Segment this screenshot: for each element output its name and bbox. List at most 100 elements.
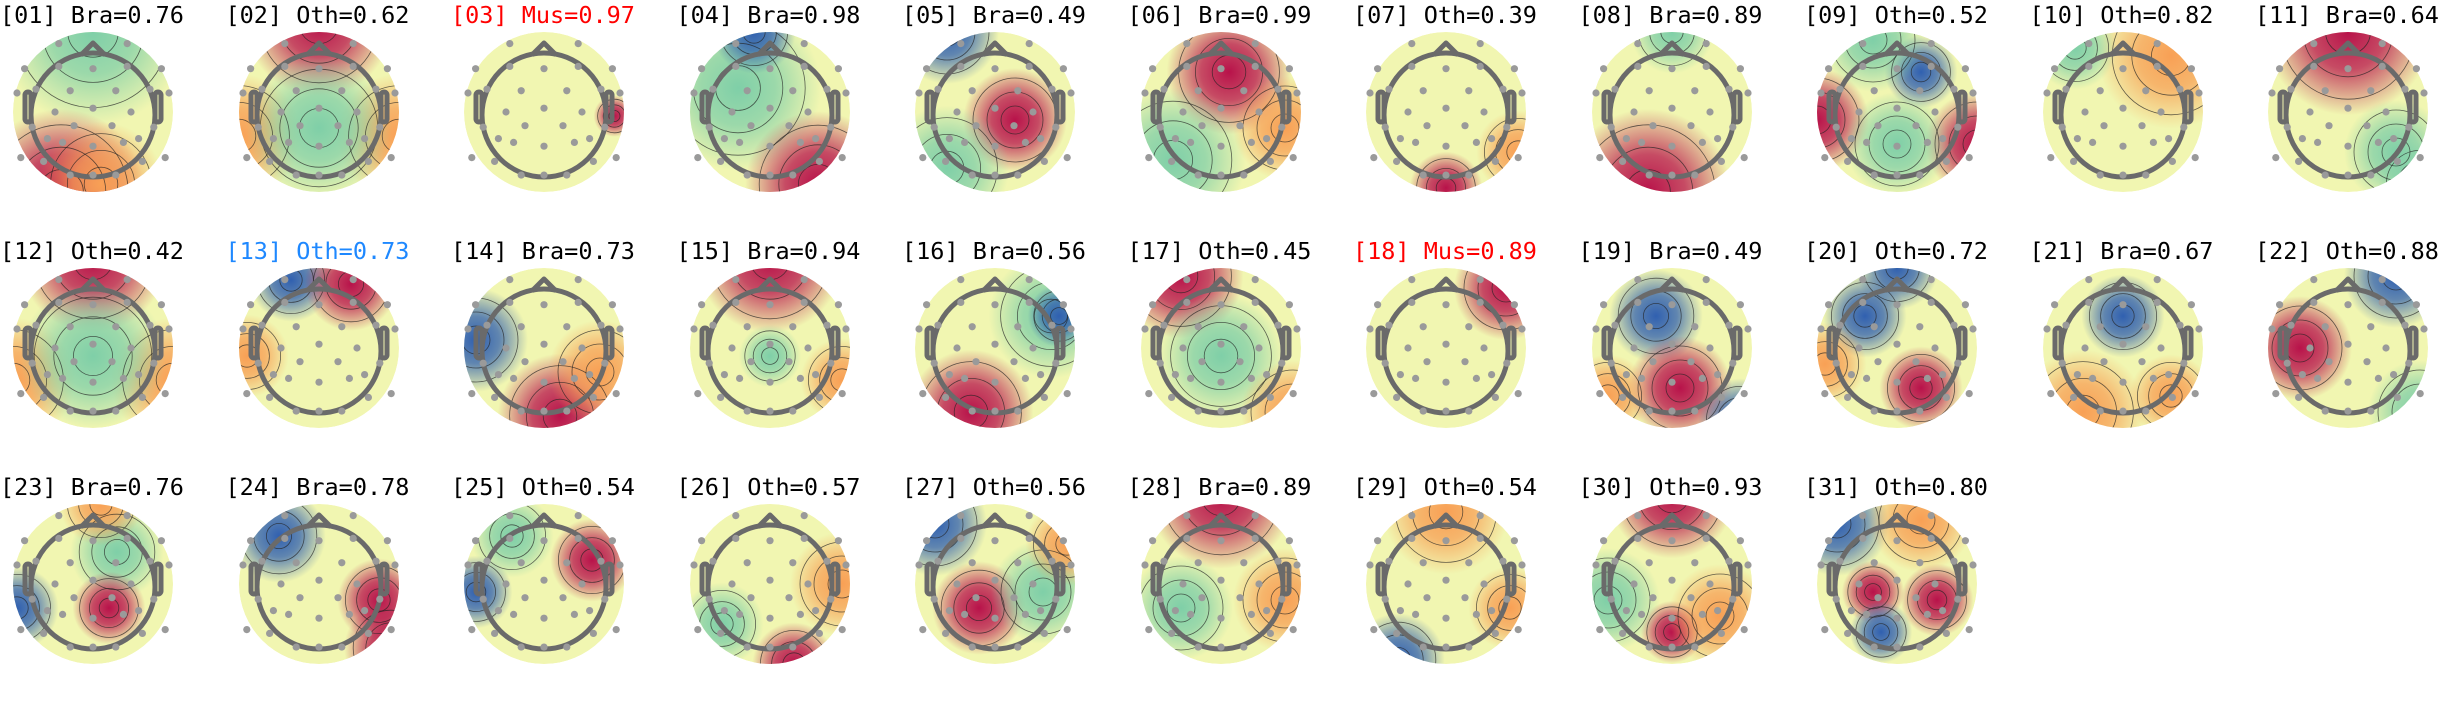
topomap bbox=[2042, 268, 2203, 428]
ica-component-29[interactable]: [29] Oth=0.54 bbox=[1353, 472, 1578, 708]
electrode bbox=[1847, 135, 1855, 143]
electrode bbox=[991, 378, 999, 386]
electrode bbox=[1366, 325, 1374, 333]
electrode bbox=[765, 171, 774, 179]
electrode bbox=[1186, 374, 1194, 382]
ica-component-25[interactable]: [25] Oth=0.54 bbox=[451, 472, 676, 708]
electrode bbox=[1396, 371, 1404, 379]
electrode bbox=[1607, 123, 1615, 131]
ica-component-22[interactable]: [22] Oth=0.88 bbox=[2255, 236, 2438, 472]
electrode bbox=[834, 65, 842, 73]
electrode bbox=[238, 561, 247, 569]
ica-component-6[interactable]: [06] Bra=0.99 bbox=[1128, 0, 1353, 236]
electrode bbox=[765, 643, 774, 651]
electrode bbox=[968, 643, 976, 651]
electrode bbox=[1491, 629, 1499, 637]
electrode bbox=[1239, 171, 1247, 179]
ica-component-12[interactable]: [12] Oth=0.42 bbox=[0, 236, 225, 472]
electrode bbox=[352, 108, 361, 116]
component-label: [01] Bra=0.76 bbox=[0, 1, 184, 29]
ica-component-24[interactable]: [24] Bra=0.78 bbox=[226, 472, 451, 708]
electrode bbox=[2084, 40, 2092, 48]
ica-component-8[interactable]: [08] Bra=0.89 bbox=[1579, 0, 1804, 236]
ica-component-26[interactable]: [26] Oth=0.57 bbox=[677, 472, 902, 708]
electrode bbox=[1645, 323, 1653, 331]
electrode bbox=[1690, 643, 1698, 651]
electrode bbox=[2088, 374, 2096, 382]
ica-component-7[interactable]: [07] Oth=0.39 bbox=[1353, 0, 1578, 236]
ica-component-15[interactable]: [15] Bra=0.94 bbox=[677, 236, 902, 472]
electrode bbox=[815, 629, 823, 637]
electrode bbox=[727, 580, 736, 588]
electrode bbox=[337, 643, 345, 651]
electrode bbox=[563, 643, 571, 651]
electrode bbox=[2168, 157, 2176, 165]
electrode bbox=[2401, 321, 2409, 329]
topomap bbox=[1817, 268, 1977, 428]
electrode bbox=[472, 65, 480, 73]
electrode bbox=[265, 629, 273, 637]
electrode bbox=[1743, 89, 1752, 97]
ica-component-13[interactable]: [13] Oth=0.73 bbox=[226, 236, 451, 472]
electrode bbox=[2393, 393, 2401, 401]
ica-component-9[interactable]: [09] Oth=0.52 bbox=[1804, 0, 2029, 236]
electrode bbox=[345, 374, 353, 382]
electrode bbox=[1499, 557, 1507, 565]
electrode bbox=[375, 123, 383, 131]
electrode bbox=[292, 643, 300, 651]
electrode bbox=[601, 123, 609, 131]
electrode bbox=[375, 359, 383, 367]
electrode bbox=[1667, 142, 1676, 150]
electrode bbox=[2367, 323, 2375, 331]
ica-component-18[interactable]: [18] Mus=0.89 bbox=[1353, 236, 1578, 472]
ica-component-17[interactable]: [17] Oth=0.45 bbox=[1128, 236, 1353, 472]
electrode bbox=[800, 534, 808, 542]
electrode bbox=[765, 614, 774, 622]
electrode bbox=[1736, 537, 1744, 545]
electrode bbox=[942, 157, 950, 165]
electrode bbox=[70, 358, 78, 366]
electrode bbox=[371, 85, 380, 93]
ica-component-31[interactable]: [31] Oth=0.80 bbox=[1804, 472, 2029, 708]
electrode bbox=[127, 344, 135, 352]
ica-component-1[interactable]: [01] Bra=0.76 bbox=[0, 0, 225, 236]
electrode bbox=[1629, 344, 1638, 352]
electrode bbox=[540, 537, 548, 545]
ica-component-20[interactable]: [20] Oth=0.72 bbox=[1804, 236, 2029, 472]
electrode bbox=[1235, 358, 1244, 366]
electrode bbox=[292, 323, 300, 331]
electrode bbox=[991, 142, 999, 150]
ica-component-21[interactable]: [21] Bra=0.67 bbox=[2030, 236, 2255, 472]
electrode bbox=[1289, 154, 1297, 162]
ica-component-27[interactable]: [27] Oth=0.56 bbox=[902, 472, 1127, 708]
electrode bbox=[1465, 559, 1473, 567]
electrode bbox=[1667, 65, 1676, 73]
ica-component-19[interactable]: [19] Bra=0.49 bbox=[1579, 236, 1804, 472]
electrode bbox=[352, 580, 361, 588]
ica-component-11[interactable]: [11] Bra=0.64 bbox=[2255, 0, 2438, 236]
electrode bbox=[991, 537, 999, 545]
ica-component-30[interactable]: [30] Oth=0.93 bbox=[1579, 472, 1804, 708]
ica-component-4[interactable]: [04] Bra=0.98 bbox=[677, 0, 902, 236]
ica-component-16[interactable]: [16] Bra=0.56 bbox=[902, 236, 1127, 472]
ica-component-23[interactable]: [23] Bra=0.76 bbox=[0, 472, 225, 708]
electrode bbox=[123, 298, 131, 306]
electrode bbox=[146, 85, 154, 93]
topomap bbox=[238, 32, 399, 192]
electrode bbox=[838, 390, 846, 398]
electrode bbox=[1476, 40, 1484, 48]
electrode bbox=[1251, 276, 1259, 284]
ica-component-10[interactable]: [10] Oth=0.82 bbox=[2030, 0, 2255, 236]
topomap-blob bbox=[13, 32, 173, 126]
ica-component-3[interactable]: [03] Mus=0.97 bbox=[451, 0, 676, 236]
ica-component-5[interactable]: [05] Bra=0.49 bbox=[902, 0, 1127, 236]
electrode bbox=[280, 512, 288, 520]
electrode bbox=[1182, 276, 1190, 284]
electrode bbox=[1029, 344, 1037, 352]
electrode bbox=[1510, 301, 1518, 309]
electrode bbox=[135, 371, 143, 379]
ica-component-2[interactable]: [02] Oth=0.62 bbox=[226, 0, 451, 236]
ica-component-28[interactable]: [28] Bra=0.89 bbox=[1128, 472, 1353, 708]
electrode bbox=[89, 142, 97, 150]
ica-component-14[interactable]: [14] Bra=0.73 bbox=[451, 236, 676, 472]
